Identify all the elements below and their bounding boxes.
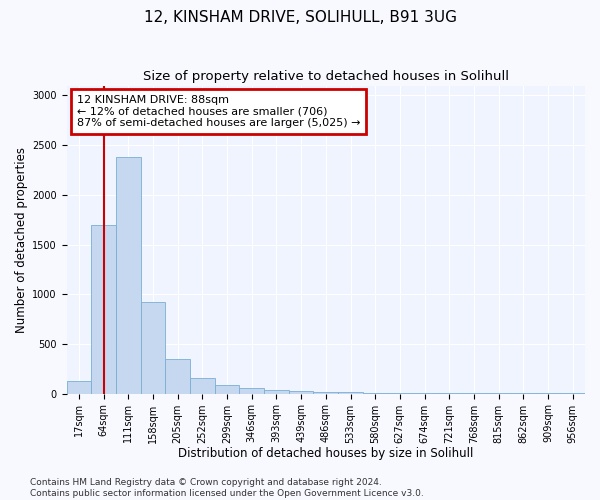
- Bar: [313, 392, 338, 394]
- Text: 12, KINSHAM DRIVE, SOLIHULL, B91 3UG: 12, KINSHAM DRIVE, SOLIHULL, B91 3UG: [143, 10, 457, 25]
- Text: Contains HM Land Registry data © Crown copyright and database right 2024.
Contai: Contains HM Land Registry data © Crown c…: [30, 478, 424, 498]
- Bar: [116, 157, 140, 394]
- Bar: [363, 392, 388, 394]
- Bar: [215, 385, 239, 394]
- Bar: [388, 393, 412, 394]
- Y-axis label: Number of detached properties: Number of detached properties: [15, 146, 28, 332]
- X-axis label: Distribution of detached houses by size in Solihull: Distribution of detached houses by size …: [178, 447, 473, 460]
- Bar: [338, 392, 363, 394]
- Bar: [140, 302, 166, 394]
- Bar: [91, 224, 116, 394]
- Bar: [166, 359, 190, 394]
- Bar: [67, 380, 91, 394]
- Text: 12 KINSHAM DRIVE: 88sqm
← 12% of detached houses are smaller (706)
87% of semi-d: 12 KINSHAM DRIVE: 88sqm ← 12% of detache…: [77, 95, 361, 128]
- Bar: [239, 388, 264, 394]
- Bar: [264, 390, 289, 394]
- Bar: [190, 378, 215, 394]
- Title: Size of property relative to detached houses in Solihull: Size of property relative to detached ho…: [143, 70, 509, 83]
- Bar: [289, 391, 313, 394]
